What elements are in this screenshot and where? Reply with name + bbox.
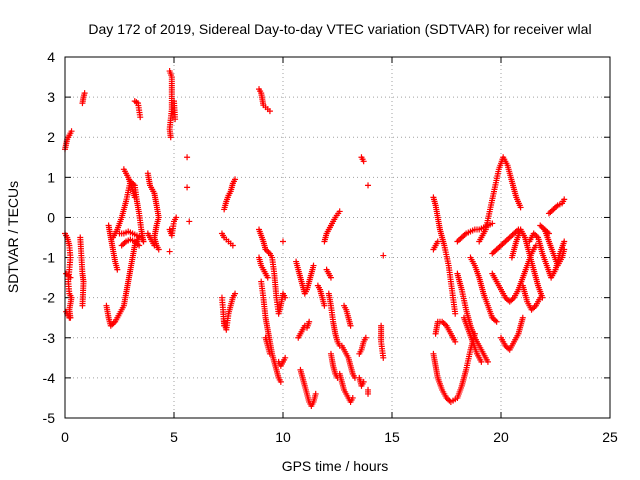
data-point: [140, 238, 147, 245]
data-point: [452, 338, 459, 345]
data-point: [360, 378, 367, 385]
data-point: [561, 246, 568, 253]
data-point: [336, 208, 343, 215]
data-point: [232, 176, 239, 183]
data-point: [172, 116, 179, 123]
data-point: [349, 394, 356, 401]
data-point: [131, 194, 138, 201]
data-point: [489, 220, 496, 227]
x-tick-label: 10: [275, 429, 291, 445]
data-point: [167, 134, 174, 141]
data-point: [184, 154, 191, 161]
data-point: [347, 322, 354, 329]
plot-frame: [64, 56, 611, 419]
data-point: [434, 238, 441, 245]
x-tick-label: 20: [493, 429, 509, 445]
data-point: [282, 354, 289, 361]
data-point: [81, 90, 88, 97]
data-point: [321, 302, 328, 309]
data-point: [561, 196, 568, 203]
data-point: [266, 108, 273, 115]
y-axis-label: SDTVAR / TECUs: [5, 181, 21, 293]
x-tick-label: 0: [61, 429, 69, 445]
data-point: [310, 262, 317, 269]
y-tick-label: -5: [43, 410, 56, 426]
data-point: [282, 294, 289, 301]
data-point: [478, 358, 485, 365]
y-tick-label: 0: [47, 209, 55, 225]
data-point: [365, 182, 372, 189]
data-point: [517, 204, 524, 211]
data-point: [484, 358, 491, 365]
data-point: [452, 310, 459, 317]
data-point: [114, 266, 121, 273]
data-point: [232, 290, 239, 297]
y-tick-label: -2: [43, 290, 56, 306]
data-point: [519, 314, 526, 321]
data-point: [360, 158, 367, 165]
data-point: [365, 390, 372, 397]
data-point: [155, 246, 162, 253]
data-point: [229, 242, 236, 249]
data-point: [137, 114, 144, 121]
data-point: [561, 238, 568, 245]
data-point: [306, 318, 313, 325]
data-point: [66, 314, 73, 321]
data-point: [184, 184, 191, 191]
data-point: [327, 274, 334, 281]
data-point: [277, 378, 284, 385]
data-point: [537, 294, 544, 301]
grid-lines: [65, 57, 610, 418]
data-point: [67, 274, 74, 281]
y-tick-label: 4: [47, 49, 55, 65]
data-point: [545, 230, 552, 237]
data-point: [380, 252, 387, 259]
chart-title: Day 172 of 2019, Sidereal Day-to-day VTE…: [88, 21, 591, 37]
y-tick-label: -3: [43, 330, 56, 346]
data-point: [312, 390, 319, 397]
data-point: [68, 128, 75, 135]
x-tick-label: 5: [170, 429, 178, 445]
y-tick-label: -1: [43, 250, 56, 266]
data-point: [493, 318, 500, 325]
data-point: [151, 242, 158, 249]
data-point: [380, 354, 387, 361]
data-point: [280, 238, 286, 245]
y-tick-label: 2: [47, 129, 55, 145]
data-point: [79, 302, 86, 309]
y-tick-label: 1: [47, 169, 55, 185]
data-point: [173, 214, 180, 221]
x-axis-label: GPS time / hours: [282, 458, 389, 474]
data-point: [221, 322, 228, 329]
data-points: [62, 68, 568, 409]
axis-ticks: 0 5 10 15 20 25 -5 -4 -3 -2 -1 0 1 2 3 4: [43, 49, 618, 445]
y-tick-label: -4: [43, 370, 56, 386]
data-point: [166, 248, 173, 255]
x-tick-label: 25: [602, 429, 618, 445]
data-point: [136, 242, 143, 249]
data-point: [186, 218, 193, 225]
data-point: [264, 274, 271, 281]
x-tick-label: 15: [384, 429, 400, 445]
y-tick-label: 3: [47, 89, 55, 105]
data-point: [362, 334, 369, 341]
data-point: [266, 350, 273, 357]
